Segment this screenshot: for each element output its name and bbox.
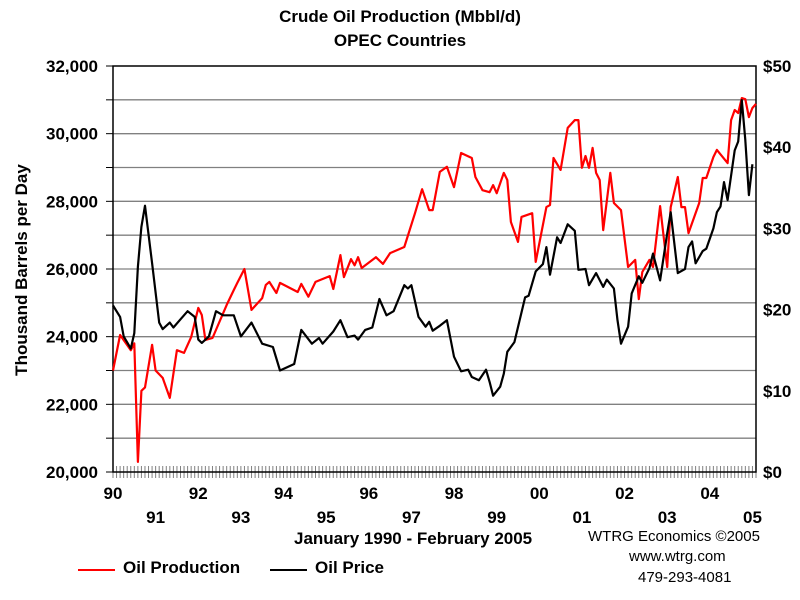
y2-tick-label: $0 bbox=[763, 463, 782, 482]
series-line-oil-production bbox=[111, 96, 757, 463]
plot-frame bbox=[112, 65, 757, 473]
y-tick-label: 26,000 bbox=[46, 260, 98, 279]
legend-label-oil-production: Oil Production bbox=[123, 558, 241, 577]
y-tick-label: 30,000 bbox=[46, 125, 98, 144]
x-axis-label: January 1990 - February 2005 bbox=[294, 529, 533, 548]
x-tick-label: 02 bbox=[615, 484, 634, 503]
chart-subtitle: OPEC Countries bbox=[333, 31, 467, 50]
x-tick-label: 91 bbox=[146, 508, 165, 527]
x-tick-label: 95 bbox=[317, 508, 336, 527]
x-tick-label: 94 bbox=[274, 484, 293, 503]
x-tick-label: 00 bbox=[530, 484, 549, 503]
credit-website: www.wtrg.com bbox=[629, 548, 726, 565]
x-tick-label: 99 bbox=[487, 508, 506, 527]
x-tick-label: 90 bbox=[104, 484, 123, 503]
legend-label-oil-price: Oil Price bbox=[315, 558, 384, 577]
legend-swatch-oil-production bbox=[78, 569, 115, 571]
y2-tick-label: $40 bbox=[763, 138, 791, 157]
x-tick-label: 92 bbox=[189, 484, 208, 503]
x-tick-label: 98 bbox=[445, 484, 464, 503]
x-tick-label: 03 bbox=[658, 508, 677, 527]
y2-tick-label: $20 bbox=[763, 301, 791, 320]
y-axis-label: Thousand Barrels per Day bbox=[12, 164, 31, 376]
y-tick-label: 28,000 bbox=[46, 192, 98, 211]
y-tick-label: 24,000 bbox=[46, 328, 98, 347]
x-tick-label: 96 bbox=[359, 484, 378, 503]
x-tick-label: 05 bbox=[743, 508, 762, 527]
y-tick-label: 32,000 bbox=[46, 57, 98, 76]
x-tick-label: 97 bbox=[402, 508, 421, 527]
y2-tick-label: $30 bbox=[763, 219, 791, 238]
y-tick-label: 20,000 bbox=[46, 463, 98, 482]
series-line-oil-price bbox=[112, 98, 754, 397]
x-tick-label: 01 bbox=[572, 508, 591, 527]
x-tick-label: 93 bbox=[231, 508, 250, 527]
chart-title: Crude Oil Production (Mbbl/d) bbox=[279, 7, 521, 26]
credit-company: WTRG Economics ©2005 bbox=[588, 528, 760, 545]
x-tick-label: 04 bbox=[700, 484, 719, 503]
legend-swatch-oil-price bbox=[270, 569, 307, 571]
y2-tick-label: $10 bbox=[763, 382, 791, 401]
credit-phone: 479-293-4081 bbox=[638, 569, 732, 586]
y-tick-label: 22,000 bbox=[46, 395, 98, 414]
y2-tick-label: $50 bbox=[763, 57, 791, 76]
